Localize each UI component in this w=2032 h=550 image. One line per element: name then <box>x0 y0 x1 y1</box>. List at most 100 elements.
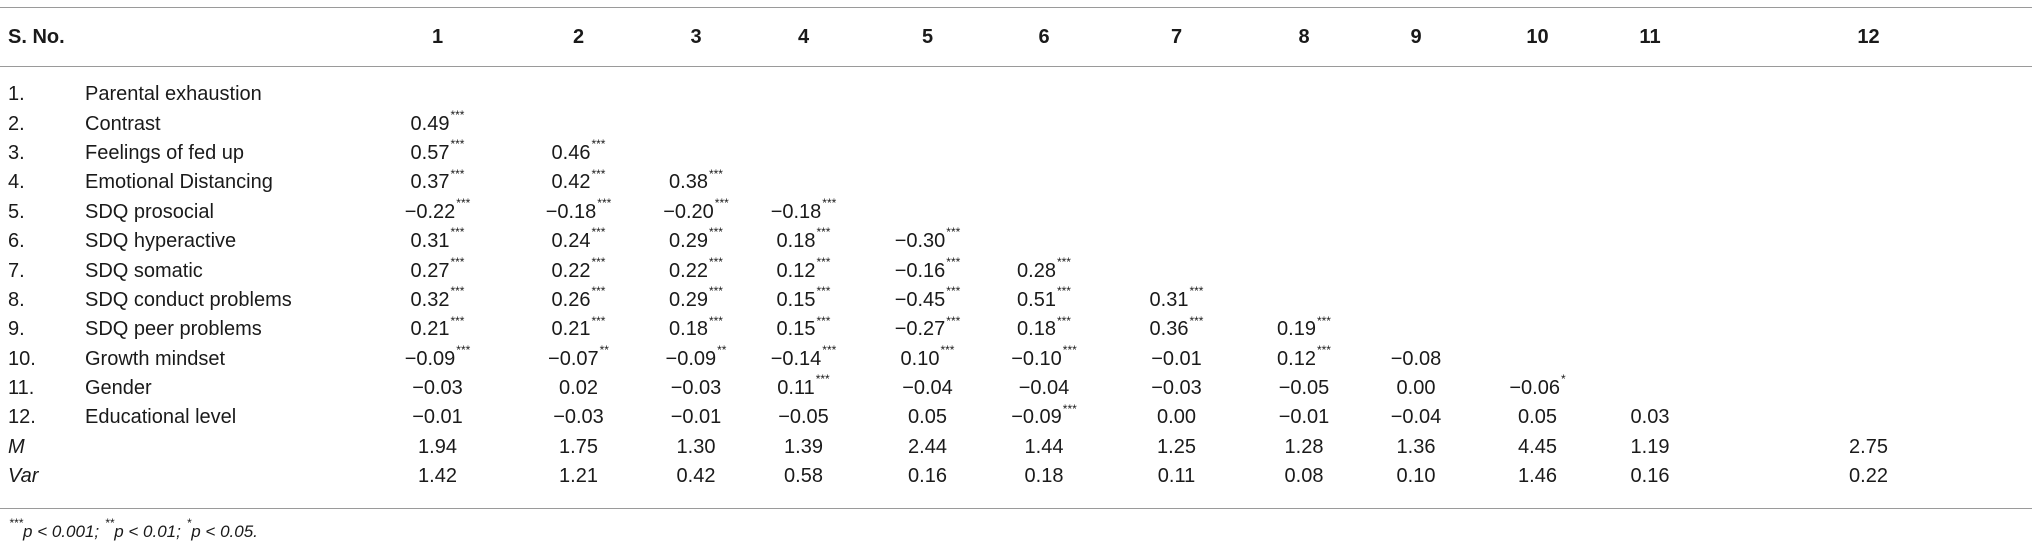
correlation-cell: 0.26*** <box>508 284 649 315</box>
footnote-marker: ** <box>104 516 115 531</box>
column-header-5: 5 <box>921 25 934 48</box>
row-number: 11. <box>8 377 35 400</box>
column-header-12: 12 <box>1857 25 1880 48</box>
correlation-cell <box>1595 345 1705 374</box>
stat-value: 0.16 <box>1630 465 1670 488</box>
correlation-cell <box>991 139 1097 168</box>
correlation-cell <box>1480 315 1595 344</box>
column-header-1: 1 <box>431 25 444 48</box>
correlation-cell: 0.31*** <box>367 226 508 256</box>
correlation-cell: −0.20*** <box>649 197 743 227</box>
correlation-value: −0.30 <box>894 230 946 253</box>
correlation-value: 0.12 <box>776 259 816 282</box>
significance-marker: *** <box>450 313 465 328</box>
significance-marker: ** <box>717 343 727 358</box>
correlation-cell: 0.18*** <box>991 315 1097 344</box>
correlation-cell <box>649 80 743 109</box>
significance-marker: *** <box>816 284 831 299</box>
correlation-value: −0.18 <box>770 200 822 223</box>
stat-value: 1.28 <box>1284 435 1324 458</box>
footnote-text: p < 0.05. <box>191 522 258 541</box>
correlation-cell <box>1595 315 1705 344</box>
correlation-cell: 0.29*** <box>649 226 743 256</box>
correlation-value: 0.00 <box>1157 406 1196 429</box>
correlation-cell <box>991 80 1097 109</box>
correlation-cell: 0.29*** <box>649 285 743 315</box>
correlation-cell: 0.38*** <box>649 168 743 197</box>
significance-marker: *** <box>1062 401 1077 416</box>
correlation-cell: −0.14*** <box>743 344 864 374</box>
correlation-cell: 0.05 <box>1480 403 1595 432</box>
correlation-cell: −0.06* <box>1480 373 1595 403</box>
correlation-value: 0.37 <box>410 171 450 194</box>
correlation-value: 0.28 <box>1017 259 1056 282</box>
stat-value: 0.16 <box>908 465 947 488</box>
correlation-cell <box>1097 80 1256 109</box>
correlation-value: 0.02 <box>559 377 598 400</box>
correlation-cell <box>1705 139 2032 168</box>
correlation-cell: 0.24*** <box>508 226 649 256</box>
correlation-cell: 0.36*** <box>1097 315 1256 344</box>
stat-value: 1.42 <box>418 465 457 488</box>
correlation-cell: 0.18*** <box>649 315 743 344</box>
variable-label: SDQ prosocial <box>85 200 214 223</box>
correlation-cell <box>1352 315 1480 344</box>
correlation-cell: 0.19*** <box>1256 315 1352 344</box>
correlation-value: 0.15 <box>776 318 816 341</box>
correlation-cell: 0.21*** <box>367 315 508 344</box>
significance-marker: *** <box>816 225 831 240</box>
footnote-marker: * <box>186 516 192 531</box>
stat-value: 0.58 <box>784 465 823 488</box>
correlation-cell <box>864 109 991 138</box>
correlation-value: −0.18 <box>545 200 597 223</box>
correlation-cell <box>1705 315 2032 344</box>
correlation-cell <box>864 80 991 109</box>
correlation-cell <box>508 109 649 138</box>
stat-row: M 1.94 1.75 1.30 1.39 2.44 1.44 1.25 1.28 1.36 4.4… <box>0 433 2032 462</box>
column-header-3: 3 <box>690 25 702 48</box>
correlation-value: −0.09 <box>404 347 456 370</box>
correlation-value: 0.12 <box>1277 347 1316 370</box>
significance-marker: *** <box>946 284 961 299</box>
correlation-cell <box>1256 139 1352 168</box>
significance-marker: *** <box>940 343 955 358</box>
correlation-cell <box>1097 109 1256 138</box>
variable-label: SDQ somatic <box>85 259 203 282</box>
row-number: 12. <box>8 406 36 429</box>
table-row: 7. SDQ somatic 0.27*** 0.22*** 0.22*** 0.12**… <box>0 256 2032 285</box>
correlation-cell: −0.05 <box>743 403 864 432</box>
variable-label: SDQ hyperactive <box>85 230 237 253</box>
stat-value: 4.45 <box>1518 435 1557 458</box>
correlation-value: −0.06 <box>1509 377 1560 400</box>
table-row: 9. SDQ peer problems 0.21*** 0.21*** 0.18***… <box>0 315 2032 344</box>
significance-marker: *** <box>1316 343 1331 358</box>
correlation-value: 0.22 <box>669 259 708 282</box>
correlation-value: 0.51 <box>1017 288 1056 311</box>
stat-value: 0.10 <box>1396 465 1436 488</box>
correlation-cell <box>1705 345 2032 374</box>
correlation-cell <box>743 80 864 109</box>
correlation-cell <box>1480 227 1595 256</box>
correlation-value: −0.01 <box>1151 347 1202 370</box>
significance-marker: *** <box>591 284 606 299</box>
stat-value: 1.75 <box>559 435 598 458</box>
row-number: 4. <box>8 171 25 194</box>
correlation-cell: −0.18*** <box>743 196 864 227</box>
row-number: 10. <box>8 347 36 370</box>
correlation-cell <box>1480 256 1595 285</box>
table-row: 5. SDQ prosocial −0.22*** −0.18*** −0.20*** −… <box>0 196 2032 227</box>
correlation-cell: −0.01 <box>1097 345 1256 374</box>
top-rule <box>0 7 2032 8</box>
correlation-cell <box>367 80 508 109</box>
correlation-cell <box>864 168 991 197</box>
correlation-value: −0.03 <box>670 377 722 400</box>
row-number: 5. <box>8 200 25 223</box>
column-header-6: 6 <box>1038 25 1050 48</box>
table-header: S. No. 1 2 3 4 5 6 7 8 9 10 11 12 <box>0 8 2032 66</box>
column-header-8: 8 <box>1298 25 1310 48</box>
correlation-value: −0.10 <box>1011 347 1062 370</box>
significance-marker: *** <box>816 313 831 328</box>
significance-marker: *** <box>822 196 837 211</box>
correlation-cell: 0.18*** <box>743 225 864 256</box>
correlation-value: −0.03 <box>553 406 604 429</box>
